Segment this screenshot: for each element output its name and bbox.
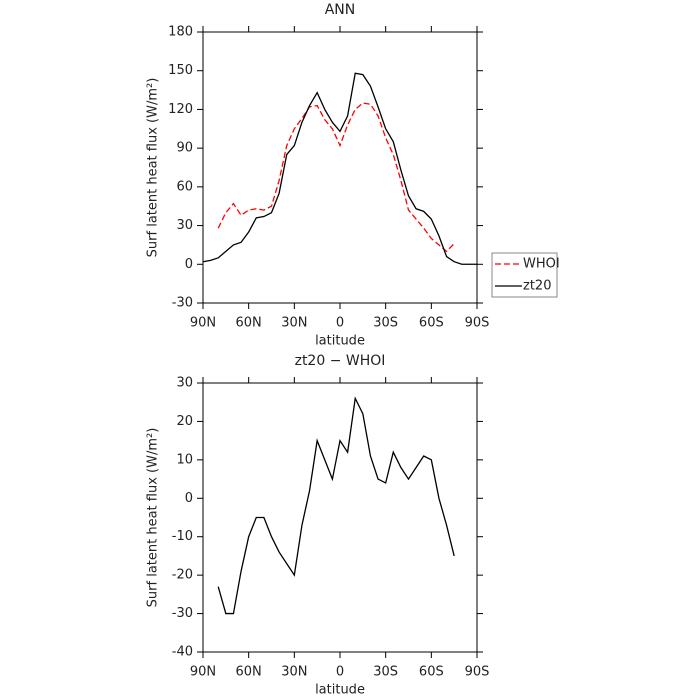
x-tick-label: 90S xyxy=(465,316,490,331)
x-tick-label: 30S xyxy=(373,665,398,680)
x-axis-label: latitude xyxy=(315,334,365,349)
y-tick-label: 30 xyxy=(176,218,193,233)
chart-title: zt20 − WHOI xyxy=(295,353,386,369)
y-tick-label: 180 xyxy=(168,25,193,40)
y-tick-label: -30 xyxy=(172,606,193,621)
x-tick-label: 30N xyxy=(281,665,307,680)
y-tick-label: -30 xyxy=(172,296,193,311)
chart-title: ANN xyxy=(325,2,356,18)
data-line xyxy=(202,72,477,265)
y-axis-label: Surf latent heat flux (W/m²) xyxy=(146,78,161,258)
x-tick-label: 60S xyxy=(419,665,444,680)
x-tick-label: 0 xyxy=(336,665,344,680)
x-tick-label: 90N xyxy=(190,665,216,680)
plot-frame xyxy=(202,31,478,304)
data-line xyxy=(217,396,455,615)
y-tick-label: 0 xyxy=(185,257,193,272)
plot-frame xyxy=(202,382,478,653)
x-axis-label: latitude xyxy=(315,683,365,698)
y-tick-label: 10 xyxy=(176,452,193,467)
y-tick-label: 30 xyxy=(176,376,193,391)
x-tick-label: 0 xyxy=(336,316,344,331)
y-axis-label: Surf latent heat flux (W/m²) xyxy=(146,428,161,608)
y-tick-label: 0 xyxy=(185,491,193,506)
legend-label: zt20 xyxy=(523,279,551,294)
x-tick-label: 90S xyxy=(465,665,490,680)
x-tick-label: 60N xyxy=(236,316,262,331)
y-tick-label: 90 xyxy=(176,141,193,156)
x-tick-label: 60N xyxy=(236,665,262,680)
x-tick-label: 30N xyxy=(281,316,307,331)
legend-box xyxy=(491,252,558,298)
y-tick-label: 150 xyxy=(168,63,193,78)
y-tick-label: 20 xyxy=(176,414,193,429)
x-tick-label: 60S xyxy=(419,316,444,331)
x-tick-label: 90N xyxy=(190,316,216,331)
y-tick-label: -20 xyxy=(172,568,193,583)
data-line xyxy=(217,102,455,253)
y-tick-label: 60 xyxy=(176,179,193,194)
y-tick-label: -10 xyxy=(172,529,193,544)
y-tick-label: -40 xyxy=(172,645,193,660)
y-tick-label: 120 xyxy=(168,102,193,117)
x-tick-label: 30S xyxy=(373,316,398,331)
legend-label: WHOI xyxy=(523,257,560,272)
